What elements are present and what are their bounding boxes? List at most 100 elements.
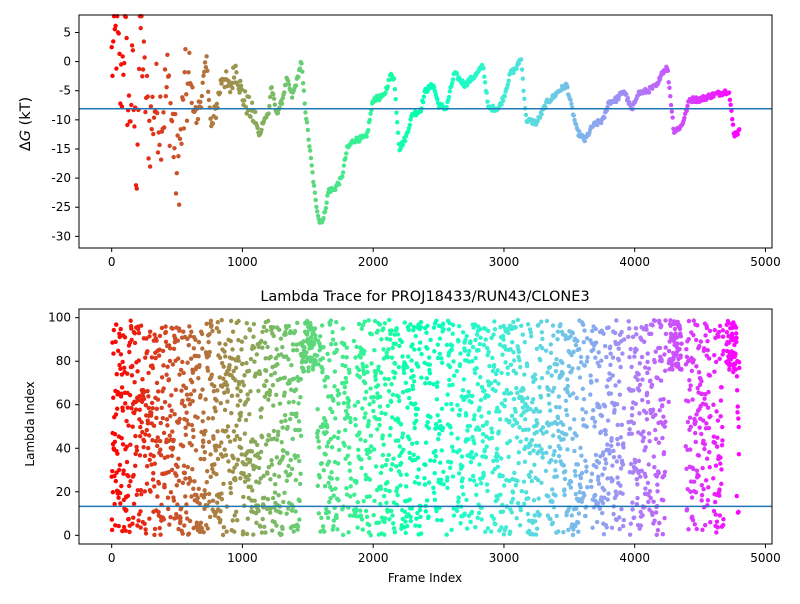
lambda-point	[712, 369, 717, 374]
lambda-point	[336, 401, 341, 406]
lambda-point	[512, 470, 517, 476]
lambda-point	[267, 392, 272, 398]
lambda-point	[193, 337, 198, 342]
delta-g-point	[460, 78, 465, 83]
lambda-point	[288, 329, 293, 334]
lambda-point	[696, 473, 701, 479]
lambda-point	[679, 367, 684, 372]
delta-g-point	[624, 92, 629, 97]
lambda-point	[469, 359, 475, 364]
lambda-point	[257, 455, 262, 461]
lambda-point	[441, 327, 446, 332]
lambda-point	[324, 430, 329, 435]
lambda-point	[259, 406, 264, 411]
lambda-point	[124, 444, 129, 449]
lambda-point	[593, 452, 599, 458]
lambda-point	[353, 423, 358, 428]
lambda-point	[482, 447, 487, 453]
lambda-point	[477, 427, 482, 432]
lambda-point	[177, 416, 182, 422]
lambda-point	[331, 493, 336, 498]
lambda-point	[630, 507, 635, 512]
lambda-point	[692, 430, 698, 436]
delta-g-point	[116, 31, 121, 36]
lambda-point	[325, 425, 330, 430]
lambda-point	[618, 466, 624, 471]
lambda-point	[431, 381, 436, 387]
lambda-point	[276, 492, 281, 498]
delta-g-point	[435, 97, 440, 102]
lambda-point	[347, 461, 352, 466]
lambda-point	[639, 468, 645, 474]
lambda-point	[236, 337, 241, 343]
lambda-point	[576, 366, 581, 371]
delta-g-point	[155, 150, 161, 155]
lambda-point	[322, 529, 327, 534]
lambda-point	[154, 415, 159, 421]
lambda-point	[363, 411, 368, 416]
lambda-point	[537, 384, 542, 390]
lambda-point	[170, 429, 175, 434]
lambda-point	[136, 330, 142, 336]
lambda-point	[390, 392, 396, 397]
lambda-point	[689, 495, 695, 500]
lambda-point	[368, 386, 373, 391]
lambda-point	[371, 512, 376, 518]
lambda-point	[423, 462, 428, 468]
delta-g-point	[523, 112, 529, 118]
lambda-point	[630, 500, 635, 505]
lambda-point	[386, 347, 391, 352]
lambda-point	[142, 438, 147, 444]
lambda-point	[353, 506, 359, 512]
lambda-point	[458, 351, 463, 356]
lambda-point	[492, 378, 498, 384]
lambda-point	[686, 336, 691, 342]
lambda-point	[415, 406, 421, 412]
lambda-point	[316, 445, 322, 450]
lambda-point	[439, 360, 445, 366]
lambda-point	[549, 457, 554, 463]
lambda-point	[641, 339, 647, 344]
lambda-point	[718, 398, 724, 403]
lambda-point	[235, 457, 241, 462]
lambda-point	[457, 448, 462, 453]
lambda-point	[368, 449, 373, 454]
lambda-point	[699, 431, 704, 437]
lambda-point	[548, 342, 554, 347]
lambda-point	[371, 447, 377, 452]
lambda-point	[471, 416, 477, 422]
lambda-point	[286, 323, 291, 329]
lambda-point	[713, 359, 719, 365]
lambda-point	[348, 494, 353, 499]
lambda-point	[136, 398, 141, 403]
lambda-point	[262, 383, 267, 389]
lambda-point	[360, 361, 365, 367]
lambda-point	[424, 498, 430, 503]
lambda-point	[573, 342, 579, 348]
lambda-point	[543, 348, 549, 353]
lambda-point	[332, 369, 338, 374]
delta-g-point	[313, 197, 318, 203]
lambda-point	[227, 439, 233, 444]
lambda-point	[693, 439, 698, 445]
lambda-point	[176, 420, 181, 425]
lambda-point	[325, 351, 330, 357]
lambda-point	[489, 426, 494, 431]
lambda-point	[400, 435, 405, 440]
lambda-point	[521, 397, 526, 402]
lambda-point	[217, 355, 223, 360]
lambda-point	[703, 333, 708, 338]
lambda-point	[321, 468, 326, 473]
lambda-point	[358, 437, 363, 442]
lambda-point	[258, 476, 263, 481]
lambda-point	[715, 525, 720, 530]
lambda-point	[508, 362, 514, 367]
lambda-point	[165, 506, 171, 512]
lambda-point	[322, 484, 328, 489]
lambda-point	[699, 482, 705, 488]
lambda-point	[373, 371, 379, 376]
delta-g-point	[182, 69, 187, 75]
lambda-point	[201, 439, 206, 445]
lambda-point	[240, 361, 245, 367]
lambda-point	[702, 522, 708, 528]
